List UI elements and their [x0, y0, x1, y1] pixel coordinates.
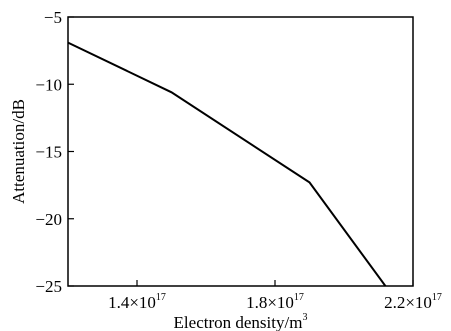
x-tick-label-mantissa: 2.2×10	[384, 293, 432, 312]
y-tick-label: −5	[44, 8, 62, 27]
y-tick-label: −10	[35, 75, 62, 94]
x-tick-label: 2.2×1017	[384, 292, 442, 312]
x-axis-title-text: Electron density/m	[174, 313, 303, 331]
x-axis-title-sup: 3	[302, 312, 307, 323]
y-tick-label: −15	[35, 143, 62, 162]
x-tick-labels: 1.4×1017 1.8×1017 2.2×1017	[108, 292, 442, 312]
x-tick-label-mantissa: 1.8×10	[246, 293, 294, 312]
y-axis-title: Attenuation/dB	[9, 99, 28, 204]
x-tick-label: 1.4×1017	[108, 292, 166, 312]
x-tick-label-exponent: 17	[294, 292, 304, 303]
x-tick-label: 1.8×1017	[246, 292, 304, 312]
y-tick-label: −20	[35, 210, 62, 229]
x-tick-label-exponent: 17	[156, 292, 166, 303]
y-tick-label: −25	[35, 277, 62, 296]
series-line	[67, 41, 387, 287]
plot-frame	[67, 16, 414, 287]
x-tick-label-mantissa: 1.4×10	[108, 293, 156, 312]
x-tick-label-exponent: 17	[432, 292, 442, 303]
y-tick-labels: −5 −10 −15 −20 −25	[35, 8, 62, 296]
ticks-group	[68, 16, 414, 287]
x-axis-title: Electron density/m3	[174, 312, 308, 331]
